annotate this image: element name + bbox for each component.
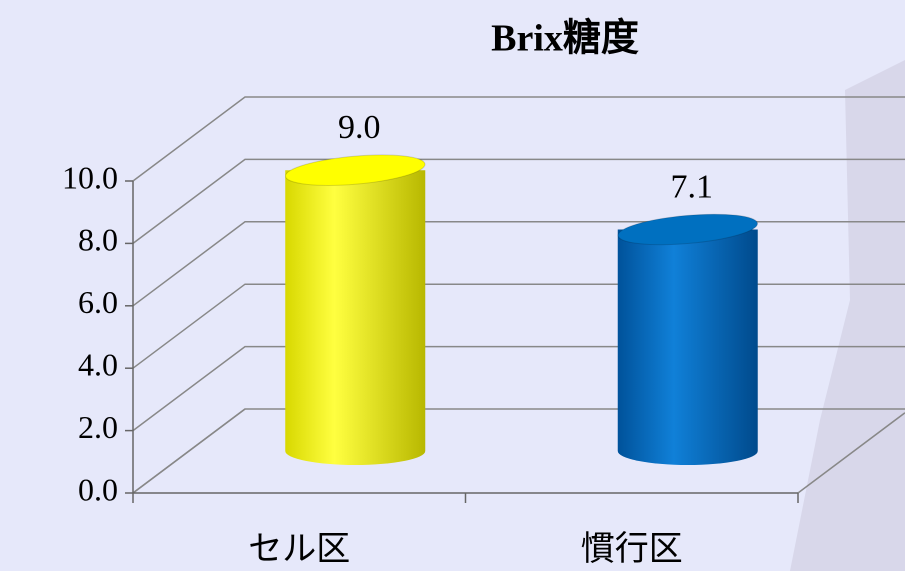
cylinder-body: [285, 170, 425, 465]
y-tick-label: 6.0: [78, 284, 118, 320]
value-label: 7.1: [671, 168, 714, 205]
background: [0, 0, 905, 571]
y-tick-label: 4.0: [78, 347, 118, 383]
y-tick-label: 10.0: [62, 159, 118, 195]
chart: Brix糖度 0.0 2.0 4.0 6.0 8.0 10.0 セル区 9.0 慣行区 7.1: [0, 0, 905, 571]
x-tick-label: セル区: [248, 531, 350, 568]
y-tick-label: 8.0: [78, 222, 118, 258]
y-tick-label: 0.0: [78, 471, 118, 507]
value-label: 9.0: [338, 109, 381, 146]
chart-title: Brix糖度: [491, 18, 639, 60]
x-tick-label: 慣行区: [581, 530, 683, 568]
y-tick-label: 2.0: [78, 409, 118, 445]
cylinder-body: [618, 229, 758, 465]
